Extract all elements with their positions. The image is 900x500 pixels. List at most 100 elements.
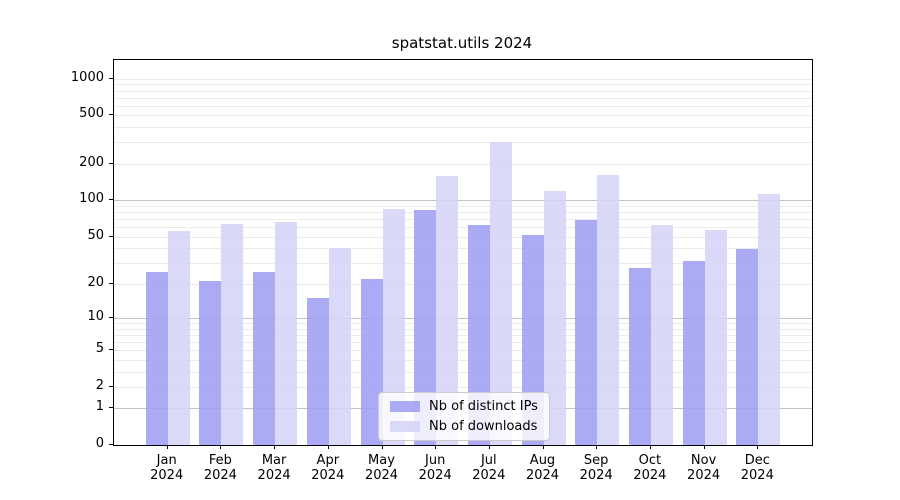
x-tick-month: May xyxy=(368,453,395,468)
bar-distinct-ips-apr xyxy=(306,298,329,445)
x-tick-year: 2024 xyxy=(203,468,237,483)
bar-distinct-ips-oct xyxy=(628,268,651,445)
y-tick-label: 10 xyxy=(87,308,104,324)
x-tick-label: Apr 2024 xyxy=(300,453,356,483)
x-tick xyxy=(166,445,168,449)
bar-distinct-ips-feb xyxy=(199,281,222,445)
x-tick xyxy=(596,445,598,449)
y-tick-label: 0 xyxy=(95,436,104,451)
bar-downloads-sep xyxy=(597,174,620,445)
bar-downloads-jun xyxy=(436,175,459,445)
y-tick-label: 100 xyxy=(79,191,104,207)
y-tick-label: 200 xyxy=(79,154,104,170)
x-tick-year: 2024 xyxy=(150,468,184,483)
minor-gridline xyxy=(114,371,812,373)
minor-gridline xyxy=(114,105,812,107)
x-tick-year: 2024 xyxy=(579,468,613,483)
major-gridline xyxy=(114,200,812,202)
x-tick xyxy=(488,445,490,449)
bar-downloads-apr xyxy=(328,248,351,445)
y-tick xyxy=(109,199,113,201)
x-tick-label: Oct 2024 xyxy=(622,453,678,483)
downloads-swatch-icon xyxy=(390,421,420,432)
bar-downloads-dec xyxy=(758,193,781,445)
x-tick-month: Aug xyxy=(529,453,556,468)
bar-distinct-ips-nov xyxy=(682,261,705,445)
y-tick xyxy=(109,114,113,116)
y-tick xyxy=(109,407,113,409)
y-tick xyxy=(109,282,113,284)
y-tick-label: 1 xyxy=(95,399,104,415)
x-tick-year: 2024 xyxy=(364,468,399,483)
bar-distinct-ips-dec xyxy=(736,249,759,445)
x-tick-month: Jan xyxy=(156,453,177,468)
bar-downloads-nov xyxy=(704,229,727,445)
x-tick-year: 2024 xyxy=(633,468,667,483)
x-tick-month: Jul xyxy=(480,453,497,468)
x-tick-label: Feb 2024 xyxy=(192,453,248,483)
bar-downloads-feb xyxy=(221,223,244,445)
bar-distinct-ips-sep xyxy=(575,219,598,445)
minor-gridline xyxy=(114,97,812,99)
bar-distinct-ips-jan xyxy=(145,272,168,445)
y-tick xyxy=(109,444,113,445)
minor-gridline xyxy=(114,236,812,238)
y-tick xyxy=(109,162,113,164)
x-tick-label: Nov 2024 xyxy=(676,453,732,483)
bar-downloads-oct xyxy=(650,225,673,445)
legend-label-distinct-ips: Nb of distinct IPs xyxy=(429,399,538,414)
x-tick-label: May 2024 xyxy=(354,453,410,483)
x-tick xyxy=(381,445,383,449)
x-tick-year: 2024 xyxy=(257,468,291,483)
minor-gridline xyxy=(114,262,812,264)
minor-gridline xyxy=(114,212,812,213)
y-tick-label: 20 xyxy=(87,274,104,290)
x-tick xyxy=(435,445,437,449)
minor-gridline xyxy=(114,163,812,165)
minor-gridline xyxy=(114,334,812,336)
x-tick-year: 2024 xyxy=(687,468,721,483)
x-tick-year: 2024 xyxy=(418,468,452,483)
x-tick-label: Jun 2024 xyxy=(407,453,463,483)
bar-downloads-jan xyxy=(167,230,190,445)
x-tick xyxy=(327,445,329,449)
x-tick-year: 2024 xyxy=(311,468,345,483)
bar-distinct-ips-may xyxy=(360,278,383,445)
x-tick-label: Jan 2024 xyxy=(139,453,195,483)
x-tick-month: Feb xyxy=(208,453,232,468)
y-tick-label: 1000 xyxy=(70,69,104,85)
x-tick-month: Sep xyxy=(583,453,609,468)
minor-gridline xyxy=(114,90,812,92)
bar-distinct-ips-mar xyxy=(253,272,276,445)
x-tick-year: 2024 xyxy=(525,468,560,483)
x-tick-month: Oct xyxy=(638,453,662,468)
x-tick-label: Mar 2024 xyxy=(246,453,302,483)
x-tick-label: Sep 2024 xyxy=(568,453,624,483)
y-tick-label: 5 xyxy=(95,341,104,356)
x-tick-month: Jun xyxy=(425,453,446,468)
minor-gridline xyxy=(114,219,812,220)
plot-area xyxy=(113,59,813,446)
minor-gridline xyxy=(114,127,812,129)
x-tick-month: Apr xyxy=(316,453,340,468)
minor-gridline xyxy=(114,341,812,343)
y-tick xyxy=(109,349,113,350)
x-tick-month: Nov xyxy=(690,453,717,468)
x-tick-label: Aug 2024 xyxy=(515,453,571,483)
minor-gridline xyxy=(114,227,812,228)
bar-downloads-may xyxy=(382,208,405,445)
bar-downloads-jul xyxy=(489,142,512,445)
y-tick-label: 2 xyxy=(95,377,104,393)
y-tick xyxy=(109,385,113,387)
x-tick-year: 2024 xyxy=(472,468,506,483)
minor-gridline xyxy=(114,248,812,250)
x-tick-month: Dec xyxy=(744,453,770,468)
bar-downloads-mar xyxy=(275,222,298,445)
bar-downloads-aug xyxy=(543,190,566,445)
minor-gridline xyxy=(114,350,812,351)
minor-gridline xyxy=(114,359,812,361)
legend: Nb of distinct IPs Nb of downloads xyxy=(378,392,550,441)
legend-item-distinct-ips: Nb of distinct IPs xyxy=(390,399,538,414)
minor-gridline xyxy=(114,283,812,285)
